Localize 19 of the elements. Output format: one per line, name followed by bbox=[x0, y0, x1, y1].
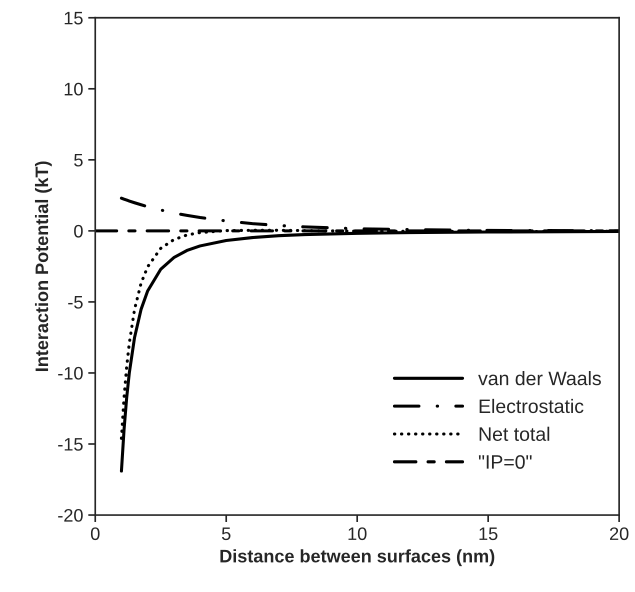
legend-label: van der Waals bbox=[478, 371, 601, 386]
x-axis-title: Distance between surfaces (nm) bbox=[220, 549, 494, 566]
legend-label: "IP=0" bbox=[478, 455, 532, 469]
x-tick-label: 20 bbox=[610, 527, 628, 540]
y-tick-label: -10 bbox=[58, 366, 83, 380]
y-tick-label: -15 bbox=[58, 438, 83, 451]
y-tick-label: 5 bbox=[74, 154, 83, 167]
x-tick-label: 5 bbox=[222, 528, 230, 540]
legend-label: Net total bbox=[480, 426, 550, 441]
y-tick-label: 15 bbox=[64, 12, 83, 24]
y-axis-title: Interaction Potential (kT) bbox=[34, 161, 52, 372]
legend-label: Electrostatic bbox=[480, 398, 584, 414]
x-tick-label: 0 bbox=[90, 527, 100, 540]
x-tick-label: 10 bbox=[348, 527, 367, 540]
y-tick-label: -5 bbox=[68, 296, 83, 309]
y-tick-label: 10 bbox=[64, 82, 83, 96]
x-tick-label: 15 bbox=[479, 528, 498, 540]
y-tick-label: -20 bbox=[58, 508, 83, 522]
y-tick-label: 0 bbox=[74, 224, 83, 238]
